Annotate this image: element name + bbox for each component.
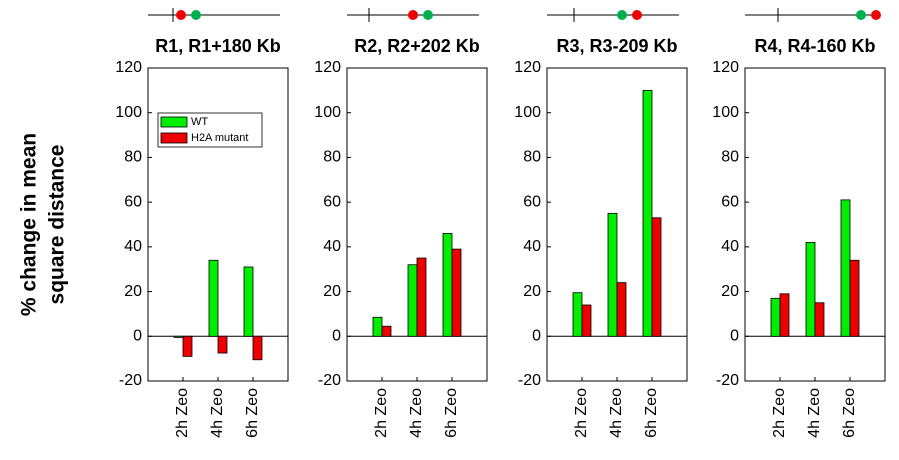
locus-dot: [408, 10, 418, 20]
y-tick-label: 80: [721, 149, 739, 166]
y-tick-label: 0: [730, 328, 739, 345]
bar: [607, 212, 618, 337]
locus-dot: [617, 10, 627, 20]
bar: [252, 335, 263, 361]
x-tick-label: 6h Zeo: [841, 388, 858, 438]
y-tick-label: 20: [721, 283, 739, 300]
bar: [381, 325, 392, 337]
chart-title: R1, R1+180 Kb: [155, 36, 281, 56]
legend-swatch: [160, 116, 188, 128]
bar: [770, 297, 781, 337]
y-tick-label: 20: [523, 283, 541, 300]
y-tick-label: 100: [314, 104, 341, 121]
bar: [451, 248, 462, 337]
y-tick-label: 120: [115, 59, 142, 76]
legend-swatch: [160, 132, 188, 144]
y-tick-label: 100: [514, 104, 541, 121]
x-tick-label: 6h Zeo: [244, 388, 261, 438]
y-tick-label: 60: [721, 193, 739, 210]
bar: [173, 335, 184, 338]
x-tick-label: 4h Zeo: [806, 388, 823, 438]
x-tick-label: 2h Zeo: [174, 388, 191, 438]
y-tick-label: 120: [712, 59, 739, 76]
y-tick-label: 80: [323, 149, 341, 166]
locus-dot: [856, 10, 866, 20]
y-tick-label: 40: [124, 238, 142, 255]
bar: [572, 292, 583, 337]
bar: [642, 89, 653, 337]
y-tick-label: 120: [514, 59, 541, 76]
x-tick-label: 6h Zeo: [643, 388, 660, 438]
y-tick-label: 20: [323, 283, 341, 300]
chart-title: R4, R4-160 Kb: [754, 36, 875, 56]
x-tick-label: 2h Zeo: [771, 388, 788, 438]
x-tick-label: 2h Zeo: [373, 388, 390, 438]
y-tick-label: 60: [523, 193, 541, 210]
y-tick-label: 0: [332, 328, 341, 345]
y-tick-label: 80: [523, 149, 541, 166]
bar: [805, 241, 816, 337]
x-tick-label: 4h Zeo: [408, 388, 425, 438]
chart-title: R2, R2+202 Kb: [354, 36, 480, 56]
bar: [372, 316, 383, 337]
legend-label: WT: [191, 116, 208, 128]
y-tick-label: -20: [119, 372, 142, 389]
locus-dot: [871, 10, 881, 20]
y-tick-label: 100: [115, 104, 142, 121]
y-tick-label: 0: [532, 328, 541, 345]
bar: [217, 335, 228, 354]
y-tick-label: 20: [124, 283, 142, 300]
y-tick-label: 40: [523, 238, 541, 255]
bar: [651, 217, 662, 337]
bar: [581, 304, 592, 337]
bar: [208, 259, 219, 337]
bar: [814, 302, 825, 337]
bar: [182, 335, 193, 357]
legend-label: H2A mutant: [191, 132, 248, 144]
locus-dot: [176, 10, 186, 20]
x-tick-label: 4h Zeo: [608, 388, 625, 438]
locus-dot: [423, 10, 433, 20]
y-tick-label: 60: [124, 193, 142, 210]
locus-dot: [191, 10, 201, 20]
y-tick-label: 40: [323, 238, 341, 255]
y-tick-label: 120: [314, 59, 341, 76]
y-tick-label: -20: [318, 372, 341, 389]
locus-dot: [632, 10, 642, 20]
bar: [407, 264, 418, 337]
y-tick-label: 0: [133, 328, 142, 345]
x-tick-label: 6h Zeo: [443, 388, 460, 438]
y-axis-label: % change in mean: [18, 133, 41, 316]
bar: [840, 199, 851, 337]
bar: [616, 282, 627, 337]
y-tick-label: 60: [323, 193, 341, 210]
bar: [416, 257, 427, 337]
chart-title: R3, R3-209 Kb: [556, 36, 677, 56]
x-tick-label: 2h Zeo: [573, 388, 590, 438]
y-axis-label: square distance: [46, 145, 69, 305]
y-tick-label: -20: [518, 372, 541, 389]
y-tick-label: 40: [721, 238, 739, 255]
y-tick-label: 80: [124, 149, 142, 166]
x-tick-label: 4h Zeo: [209, 388, 226, 438]
bar: [243, 266, 254, 337]
bar: [442, 233, 453, 337]
bar: [849, 259, 860, 337]
y-tick-label: -20: [716, 372, 739, 389]
bar: [779, 293, 790, 337]
y-tick-label: 100: [712, 104, 739, 121]
